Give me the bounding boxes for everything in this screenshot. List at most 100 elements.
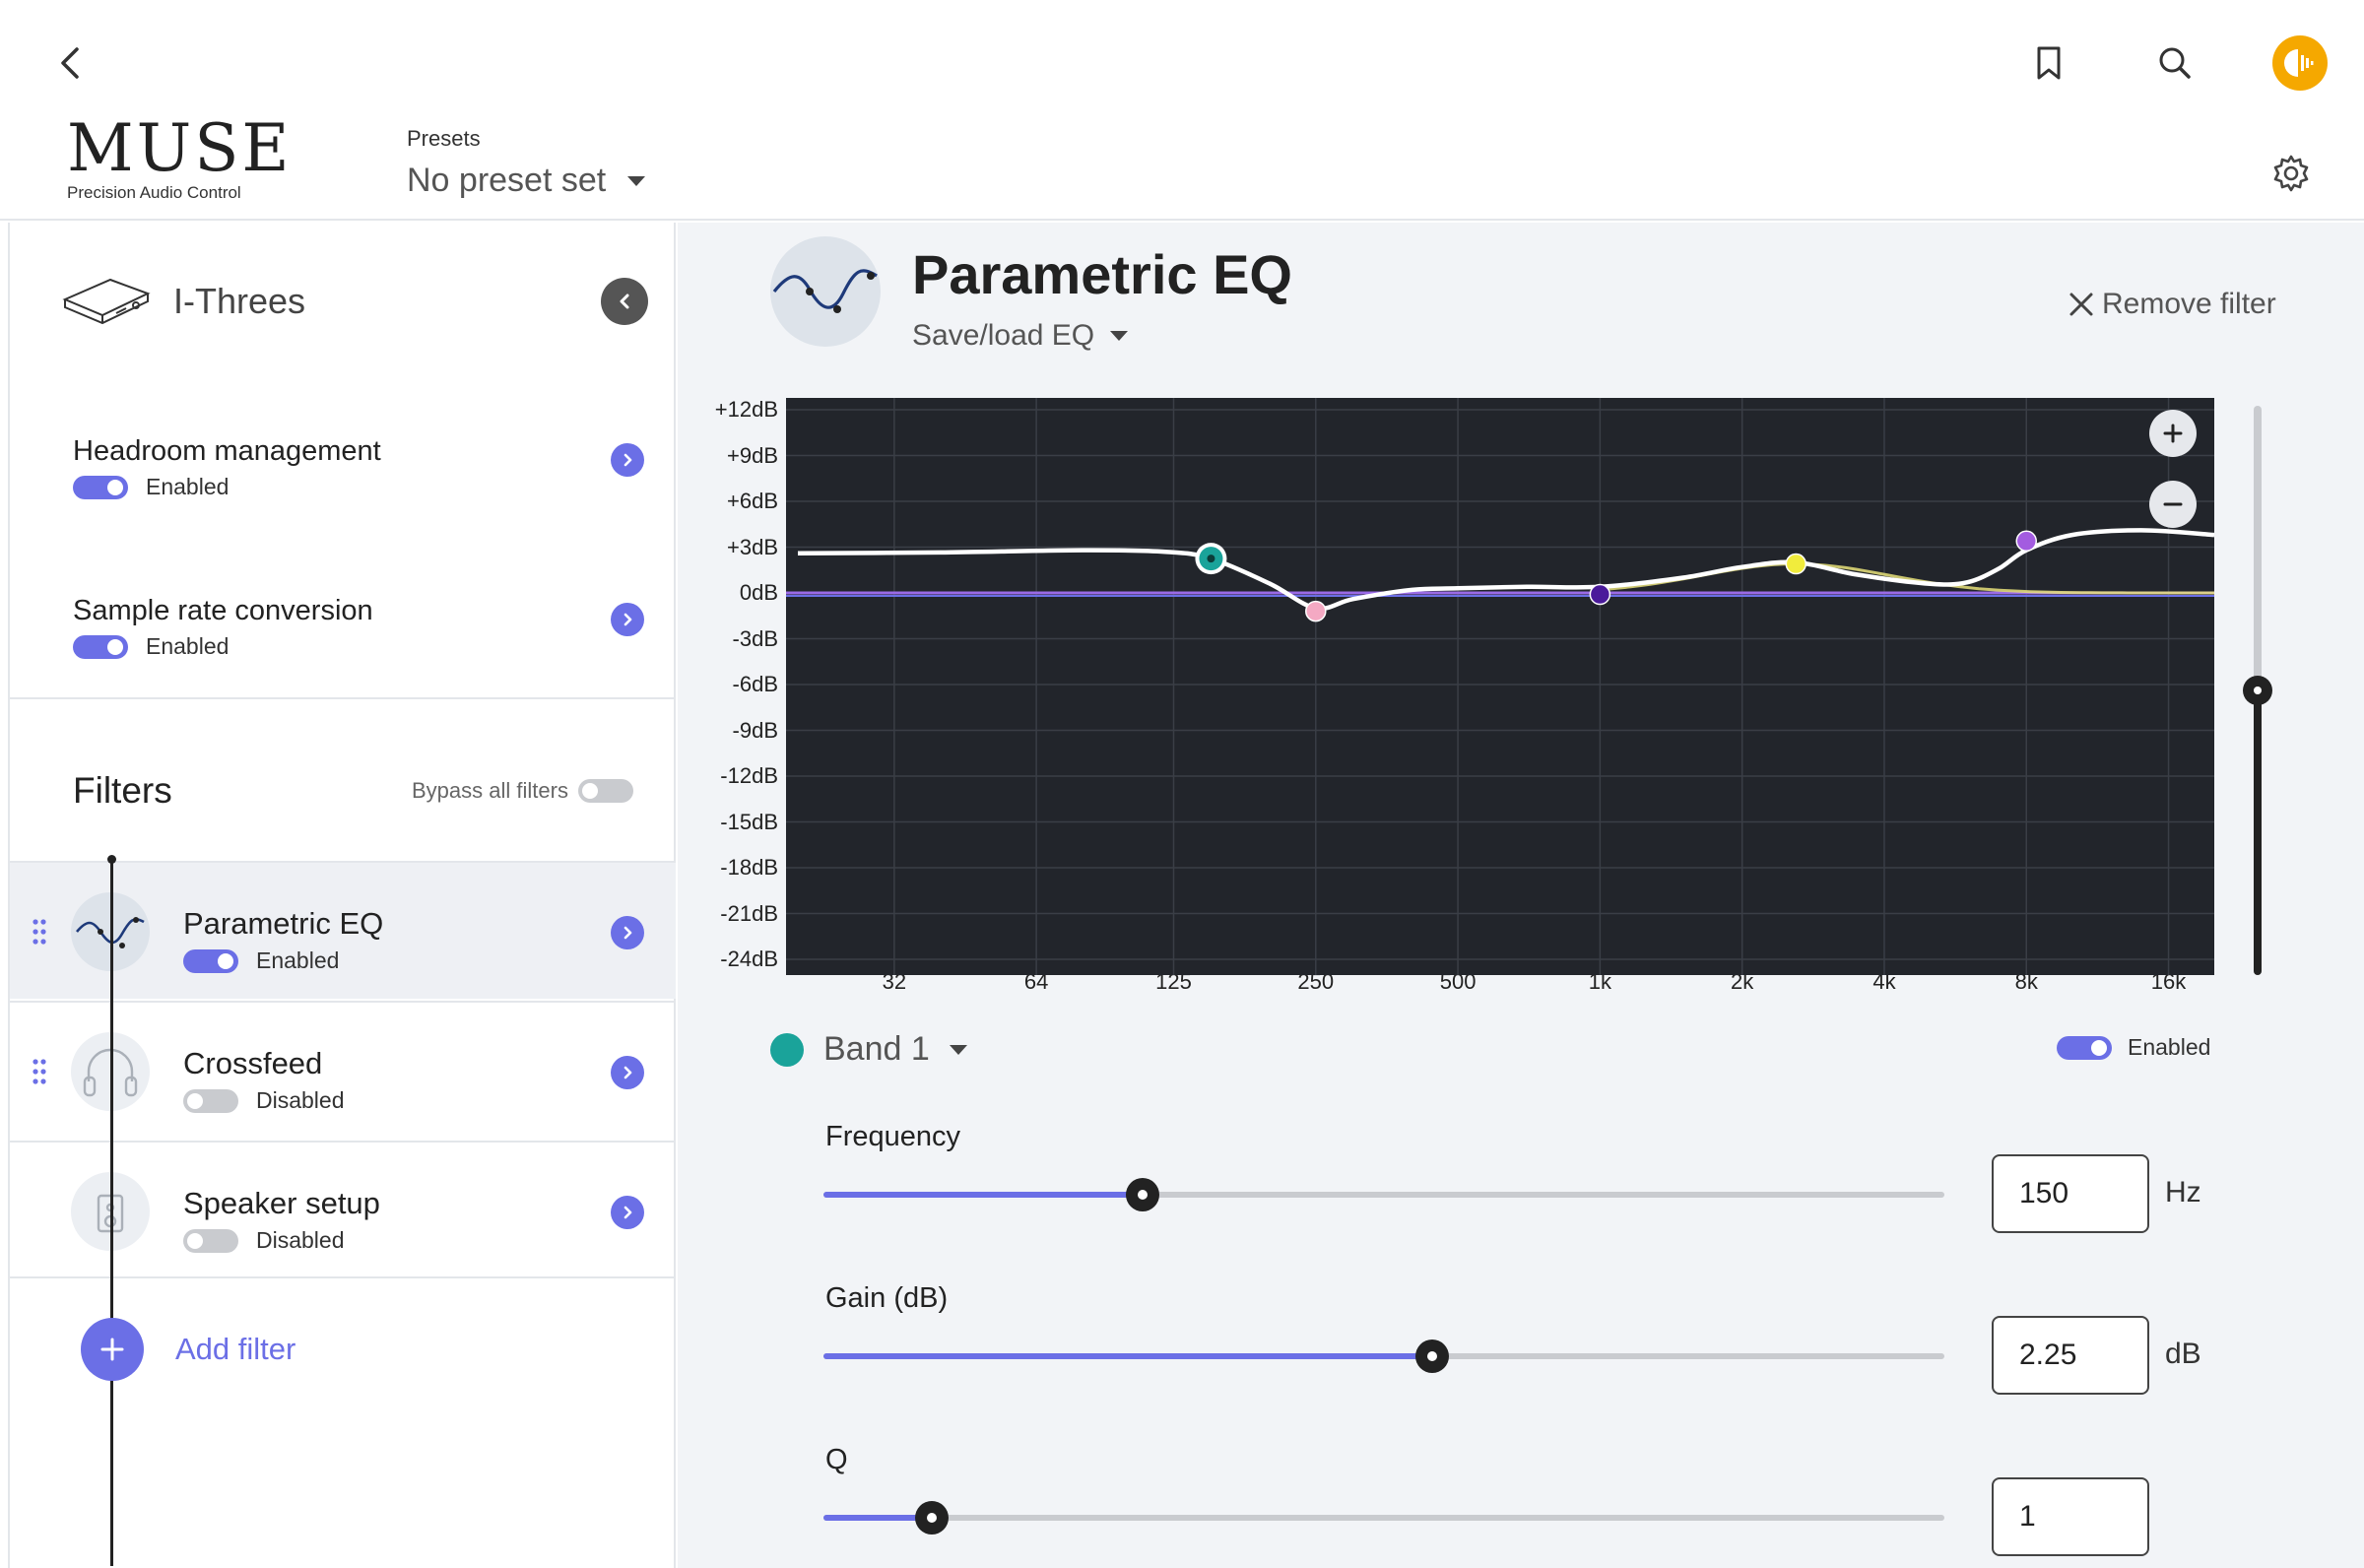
y-tick-label: -12dB	[720, 763, 778, 788]
slider-fill	[823, 1515, 933, 1521]
app-logo: MUSE Precision Audio Control	[67, 116, 293, 203]
chevron-left-icon	[620, 294, 629, 309]
preamp-slider-thumb[interactable]	[2243, 676, 2272, 705]
remove-filter-button[interactable]: Remove filter	[2067, 288, 2276, 321]
parametric-eq-open-button[interactable]	[611, 916, 644, 949]
band-label: Band 1	[823, 1030, 930, 1068]
gain-unit: dB	[2165, 1338, 2201, 1370]
logo-tagline: Precision Audio Control	[67, 183, 241, 202]
frequency-slider[interactable]	[823, 1178, 1944, 1211]
q-slider[interactable]	[823, 1501, 1944, 1535]
q-label: Q	[825, 1444, 848, 1475]
search-icon	[2159, 47, 2191, 79]
plus-icon	[2163, 424, 2183, 443]
caret-down-icon	[949, 1044, 967, 1055]
band-point	[2015, 530, 2038, 553]
bookmark-icon	[2037, 46, 2061, 80]
eq-curve-icon	[770, 236, 881, 347]
presets-selector[interactable]: Presets No preset set	[407, 126, 646, 200]
band-selector[interactable]: Band 1	[770, 1030, 967, 1069]
y-tick-label: -9dB	[732, 717, 778, 743]
bookmark-button[interactable]	[2025, 39, 2072, 87]
frequency-label: Frequency	[825, 1121, 961, 1152]
bypass-toggle[interactable]	[577, 779, 633, 803]
chart-background	[786, 398, 2214, 975]
slider-thumb[interactable]	[915, 1501, 950, 1535]
y-tick-label: -6dB	[732, 672, 778, 696]
chevron-right-icon	[624, 453, 632, 467]
close-icon	[2069, 293, 2093, 316]
y-tick-label: +12dB	[714, 397, 778, 422]
setting-title: Headroom management	[73, 435, 381, 467]
parametric-eq-toggle[interactable]	[183, 948, 238, 973]
logo-wordmark: MUSE	[67, 110, 293, 186]
audio-wave-icon	[2284, 49, 2314, 77]
remove-filter-label: Remove filter	[2102, 288, 2276, 320]
y-tick-label: -3dB	[732, 625, 778, 651]
chevron-left-icon	[61, 47, 79, 79]
save-load-eq-dropdown[interactable]: Save/load EQ	[912, 319, 1129, 353]
y-tick-label: -21dB	[720, 900, 778, 926]
filter-status: Enabled	[256, 947, 340, 973]
band-point-center	[1207, 555, 1215, 563]
y-tick-label: -18dB	[720, 855, 778, 880]
y-tick-label: -15dB	[720, 809, 778, 834]
main-panel: Parametric EQ Save/load EQ Remove filter…	[678, 223, 2364, 1568]
sidebar: I-Threes Headroom management Enabled Sam…	[8, 223, 676, 1568]
slider-fill	[823, 1353, 1432, 1359]
slider-fill	[823, 1192, 1144, 1198]
y-tick-label: +9dB	[727, 442, 778, 468]
gain-label: Gain (dB)	[825, 1282, 949, 1314]
crossfeed-toggle[interactable]	[183, 1088, 238, 1113]
slider-thumb[interactable]	[1414, 1339, 1449, 1373]
chevron-right-icon	[624, 1206, 632, 1219]
filter-name: Crossfeed	[183, 1046, 323, 1080]
presets-dropdown[interactable]: No preset set	[407, 162, 646, 200]
app-header: MUSE Precision Audio Control Presets No …	[0, 0, 2364, 221]
speaker-setup-open-button[interactable]	[611, 1196, 644, 1229]
chevron-right-icon	[624, 613, 632, 626]
settings-button[interactable]	[2267, 150, 2315, 197]
add-filter-button[interactable]: Add filter	[81, 1318, 296, 1381]
collapse-sidebar-button[interactable]	[601, 278, 648, 325]
drag-handle-icon[interactable]	[32, 1058, 47, 1085]
frequency-input[interactable]	[1992, 1154, 2149, 1233]
preamp-slider-fill	[2254, 690, 2262, 975]
crossfeed-open-button[interactable]	[611, 1056, 644, 1089]
divider	[10, 697, 676, 699]
band-color-dot	[770, 1032, 804, 1067]
caret-down-icon	[1110, 331, 1129, 341]
sample-rate-open-button[interactable]	[611, 603, 644, 636]
y-tick-label: 0dB	[739, 580, 778, 605]
zoom-in-button[interactable]	[2149, 410, 2197, 457]
headroom-open-button[interactable]	[611, 443, 644, 477]
zoom-out-button[interactable]	[2149, 481, 2197, 528]
drag-handle-icon[interactable]	[32, 918, 47, 946]
gear-icon	[2273, 155, 2309, 192]
x-tick-label: 1k	[1588, 969, 1611, 994]
user-avatar[interactable]	[2272, 35, 2328, 91]
filter-status: Disabled	[256, 1087, 345, 1113]
speaker-setup-toggle[interactable]	[183, 1228, 238, 1253]
presets-label: Presets	[407, 126, 481, 151]
sample-rate-toggle[interactable]	[73, 634, 128, 659]
search-button[interactable]	[2151, 39, 2199, 87]
band-point	[1305, 600, 1327, 622]
slider-thumb[interactable]	[1126, 1178, 1160, 1211]
eq-response-chart[interactable]	[786, 398, 2214, 975]
setting-title: Sample rate conversion	[73, 595, 373, 626]
filter-name: Speaker setup	[183, 1186, 380, 1220]
band-enabled-toggle[interactable]	[2057, 1035, 2112, 1060]
q-input[interactable]	[1992, 1477, 2149, 1556]
y-tick-label: +6dB	[727, 489, 778, 513]
band-point	[1785, 553, 1807, 575]
x-tick-label: 2k	[1731, 969, 1754, 994]
headroom-toggle[interactable]	[73, 475, 128, 499]
filter-item-parametric-eq[interactable]: Parametric EQ Enabled	[10, 861, 676, 999]
caret-down-icon	[627, 175, 646, 186]
gain-input[interactable]	[1992, 1316, 2149, 1395]
filters-heading: Filters	[73, 770, 172, 811]
back-button[interactable]	[51, 39, 91, 87]
gain-slider[interactable]	[823, 1339, 1944, 1373]
setting-status: Enabled	[146, 474, 230, 499]
